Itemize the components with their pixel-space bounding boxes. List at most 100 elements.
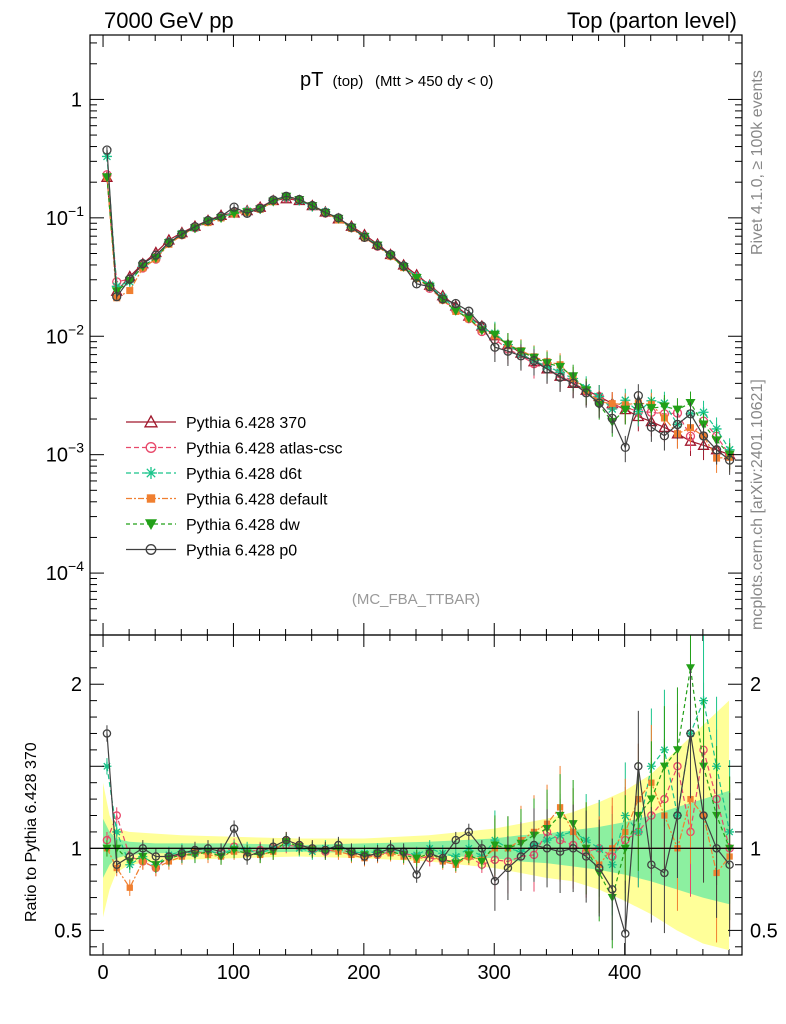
main-point bbox=[281, 191, 291, 201]
header-left: 7000 GeV pp bbox=[104, 8, 234, 33]
main-point bbox=[294, 194, 304, 205]
y-tick-label: 1 bbox=[71, 89, 82, 111]
ratio-point bbox=[503, 863, 513, 873]
y-tick-label: 10−2 bbox=[46, 321, 84, 348]
main-point bbox=[698, 431, 709, 441]
ratio-y-tick-label: 0.5 bbox=[54, 920, 82, 942]
ratio-frame bbox=[89, 634, 743, 956]
ratio-point bbox=[412, 854, 422, 863]
ratio-point bbox=[464, 851, 474, 860]
main-point bbox=[229, 209, 240, 219]
main-point bbox=[659, 402, 670, 412]
main-point bbox=[620, 405, 631, 415]
main-point bbox=[646, 422, 657, 432]
main-point bbox=[568, 378, 578, 389]
y-tick-exp: −2 bbox=[68, 321, 84, 337]
x-tick-label: 400 bbox=[608, 962, 641, 984]
main-point bbox=[555, 372, 565, 382]
main-point bbox=[398, 261, 409, 271]
main-point bbox=[125, 274, 135, 284]
ratio-point bbox=[608, 885, 617, 894]
title-sub2: (Mtt > 450 dy < 0) bbox=[375, 73, 493, 90]
main-point bbox=[529, 356, 539, 366]
y-tick-exp: −4 bbox=[68, 558, 84, 574]
main-point bbox=[685, 409, 696, 419]
ratio-y-tick-label: 2 bbox=[71, 674, 82, 696]
y-tick-base: 10 bbox=[46, 445, 68, 467]
ratio-point bbox=[699, 811, 708, 820]
ratio-point bbox=[373, 849, 382, 858]
ratio-point bbox=[412, 870, 421, 879]
legend-item-5: Pythia 6.428 p0 bbox=[126, 543, 297, 560]
ratio-y-tick-label-right: 2 bbox=[750, 674, 761, 696]
side-label-top: Rivet 4.1.0, ≥ 100k events bbox=[749, 70, 766, 255]
legend-marker bbox=[145, 442, 157, 453]
x-tick-label: 0 bbox=[97, 962, 108, 984]
title-sub1: (top) bbox=[333, 73, 364, 90]
legend-label: Pythia 6.428 370 bbox=[186, 415, 306, 432]
main-point bbox=[608, 400, 616, 408]
ratio-point bbox=[673, 811, 682, 820]
legend-label: Pythia 6.428 default bbox=[186, 492, 328, 509]
main-point bbox=[216, 211, 226, 222]
main-point bbox=[102, 145, 112, 155]
ratio-point bbox=[685, 664, 695, 673]
x-tick-label: 300 bbox=[478, 962, 511, 984]
main-point bbox=[698, 407, 709, 418]
ratio-point bbox=[490, 841, 500, 850]
ratio-y-tick-label: 1 bbox=[71, 838, 82, 860]
legend-item-2: Pythia 6.428 d6t bbox=[126, 466, 302, 483]
main-point bbox=[489, 330, 500, 340]
main-point bbox=[516, 351, 526, 361]
ratio-point bbox=[464, 827, 474, 837]
green-uncertainty-band bbox=[103, 790, 729, 905]
legend-label: Pythia 6.428 atlas-csc bbox=[186, 441, 343, 458]
ratio-point bbox=[687, 795, 694, 803]
main-point bbox=[451, 298, 461, 309]
main-point bbox=[112, 292, 122, 302]
main-point bbox=[229, 202, 239, 212]
y-tick-label: 10−4 bbox=[46, 558, 84, 585]
main-point bbox=[620, 442, 630, 453]
main-point bbox=[333, 213, 344, 223]
legend-marker bbox=[145, 544, 157, 555]
ratio-point bbox=[138, 852, 148, 862]
ratio-ylabel: Ratio to Pythia 6.428 370 bbox=[23, 742, 40, 922]
main-point bbox=[594, 398, 604, 408]
legend-marker bbox=[145, 519, 157, 530]
yellow-uncertainty-band bbox=[103, 700, 729, 951]
main-point bbox=[268, 195, 278, 205]
main-series-5 bbox=[102, 145, 735, 475]
ratio-point bbox=[112, 827, 122, 837]
main-point bbox=[463, 314, 474, 324]
y-tick-base: 10 bbox=[46, 563, 68, 585]
main-line-1 bbox=[106, 174, 731, 456]
main-point bbox=[385, 249, 396, 260]
ratio-point bbox=[102, 729, 112, 738]
ratio-plot: 0 100 200 300 400 2 2 1 1 0.5 0.5 bbox=[54, 634, 778, 984]
y-tick-base: 10 bbox=[46, 326, 68, 348]
main-point bbox=[359, 232, 370, 243]
y-tick-exp: −1 bbox=[68, 203, 84, 219]
main-point bbox=[607, 413, 617, 424]
ratio-point bbox=[126, 884, 133, 891]
ratio-point bbox=[321, 845, 330, 855]
side-label-bottom: mcplots.cern.ch [arXiv:2401.10621] bbox=[749, 379, 766, 630]
main-point bbox=[255, 203, 265, 213]
ratio-point bbox=[451, 859, 461, 868]
ratio-point bbox=[634, 762, 643, 771]
main-point bbox=[190, 222, 200, 232]
ratio-point bbox=[660, 868, 669, 878]
main-point bbox=[203, 215, 213, 226]
main-point bbox=[372, 241, 383, 251]
legend-marker bbox=[143, 414, 159, 428]
ratio-point bbox=[659, 762, 669, 771]
legend-label: Pythia 6.428 d6t bbox=[186, 466, 302, 483]
ratio-point bbox=[647, 860, 656, 869]
ratio-point bbox=[229, 824, 239, 833]
main-point bbox=[646, 404, 657, 414]
main-point bbox=[477, 321, 487, 331]
legend-label: Pythia 6.428 dw bbox=[186, 517, 300, 534]
ratio-point bbox=[102, 761, 112, 771]
